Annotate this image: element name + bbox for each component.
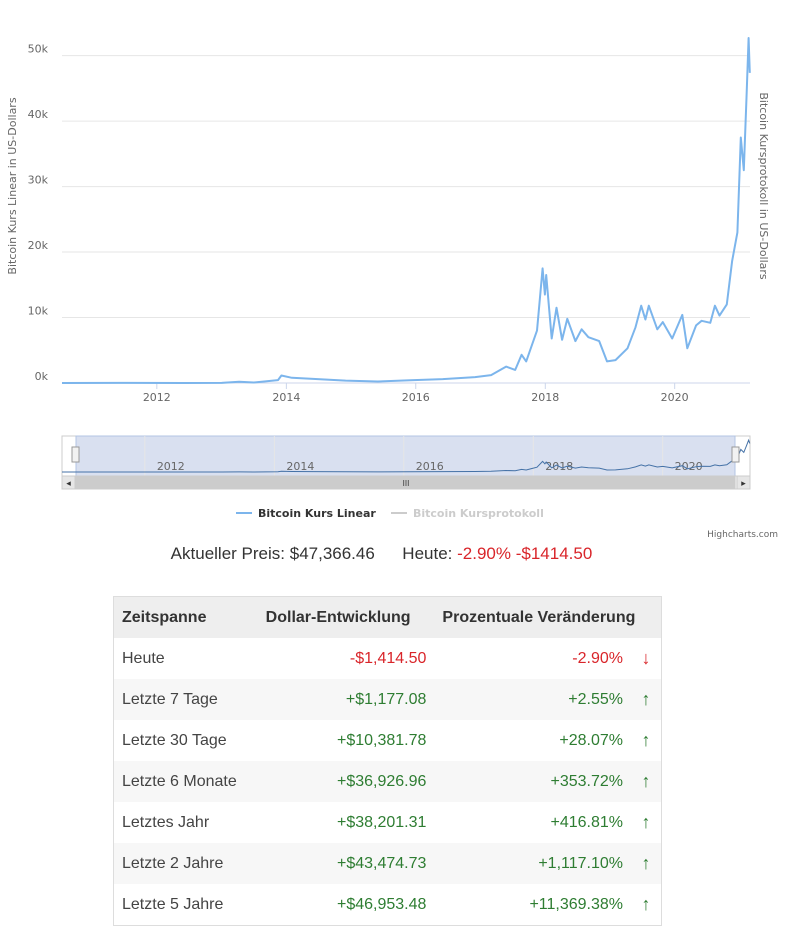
y-axis-label-left: Bitcoin Kurs Linear in US-Dollars	[6, 97, 19, 274]
table-row: Letzte 6 Monate +$36,926.96 +353.72% ↑	[113, 761, 662, 802]
navigator-gridlines	[144, 436, 664, 476]
x-tick-label: 2014	[272, 391, 300, 404]
y-tick-label: 10k	[28, 305, 49, 318]
x-tick-label: 2012	[143, 391, 171, 404]
y-tick-label: 50k	[28, 43, 49, 56]
header-zeitspanne: Zeitspanne	[113, 596, 258, 638]
row-dollar: -$1,414.50	[257, 638, 435, 679]
legend-label-linear: Bitcoin Kurs Linear	[258, 507, 376, 520]
y-tick-label: 40k	[28, 108, 49, 121]
bitcoin-price-chart: 0k 10k 20k 30k 40k 50k 2012 2014 2016 2018 2020 B…	[6, 37, 778, 540]
row-dollar: +$1,177.08	[257, 679, 435, 720]
row-period: Letzte 7 Tage	[113, 679, 258, 720]
row-dollar: +$36,926.96	[257, 761, 435, 802]
row-percent: +353.72%	[434, 761, 631, 802]
x-axis-ticks: 2012 2014 2016 2018 2020	[143, 383, 689, 404]
table-row: Letzte 7 Tage +$1,177.08 +2.55% ↑	[113, 679, 662, 720]
row-dollar: +$46,953.48	[257, 884, 435, 926]
series-line-bitcoin-kurs-linear[interactable]	[61, 37, 751, 384]
today-percent: -2.90%	[457, 544, 511, 563]
navigator-x-tick-label: 2020	[675, 460, 703, 473]
arrow-up-icon: ↑	[631, 843, 662, 884]
highcharts-credit[interactable]: Highcharts.com	[707, 530, 778, 540]
navigator[interactable]: 2012 2014 2016 2018 2020	[61, 435, 751, 477]
scrollbar[interactable]: ◂ ▸ III	[61, 475, 751, 490]
row-dollar: +$10,381.78	[257, 720, 435, 761]
navigator-outline	[61, 435, 751, 477]
y-axis-label-right: Bitcoin Kursprotokoll in US-Dollars	[757, 92, 770, 280]
arrow-up-icon: ↑	[631, 679, 662, 720]
navigator-series-line	[62, 438, 751, 473]
arrow-up-icon: ↑	[631, 802, 662, 843]
y-tick-label: 0k	[35, 370, 49, 383]
table-row: Letzte 2 Jahre +$43,474.73 +1,117.10% ↑	[113, 843, 662, 884]
row-period: Letzte 30 Tage	[113, 720, 258, 761]
table-row: Heute -$1,414.50 -2.90% ↓	[113, 638, 662, 679]
legend-item-bitcoin-kurs-linear[interactable]: Bitcoin Kurs Linear	[236, 507, 376, 520]
current-price-label: Aktueller Preis:	[170, 544, 285, 563]
scrollbar-left-button[interactable]	[61, 475, 76, 490]
scrollbar-left-arrow-icon: ◂	[66, 478, 71, 488]
arrow-down-icon: ↓	[631, 638, 662, 679]
table-row: Letzte 5 Jahre +$46,953.48 +11,369.38% ↑	[113, 884, 662, 926]
arrow-up-icon: ↑	[631, 720, 662, 761]
x-tick-label: 2016	[402, 391, 430, 404]
chart-gridlines	[62, 55, 750, 319]
arrow-up-icon: ↑	[631, 761, 662, 802]
x-tick-label: 2020	[661, 391, 689, 404]
legend-label-log: Bitcoin Kursprotokoll	[413, 507, 544, 520]
row-period: Letzte 5 Jahre	[113, 884, 258, 926]
current-price-summary: Aktueller Preis: $47,366.46 Heute: -2.90…	[0, 544, 763, 564]
x-tick-label: 2018	[531, 391, 559, 404]
table-header-row: Zeitspanne Dollar-Entwicklung Prozentual…	[113, 596, 662, 638]
legend-item-bitcoin-kursprotokoll[interactable]: Bitcoin Kursprotokoll	[391, 507, 544, 520]
scrollbar-right-button[interactable]	[736, 475, 751, 490]
row-period: Letztes Jahr	[113, 802, 258, 843]
header-prozentuale-veraenderung: Prozentuale Veränderung	[434, 596, 662, 638]
row-dollar: +$43,474.73	[257, 843, 435, 884]
row-percent: +28.07%	[434, 720, 631, 761]
current-price-value: $47,366.46	[289, 544, 375, 563]
performance-table: Zeitspanne Dollar-Entwicklung Prozentual…	[113, 596, 662, 926]
navigator-left-handle[interactable]	[71, 446, 80, 463]
y-tick-label: 20k	[28, 239, 49, 252]
today-label: Heute:	[402, 544, 453, 563]
today-dollar: -$1414.50	[515, 544, 593, 563]
table-row: Letzte 30 Tage +$10,381.78 +28.07% ↑	[113, 720, 662, 761]
row-period: Letzte 6 Monate	[113, 761, 258, 802]
navigator-right-handle[interactable]	[731, 446, 740, 463]
legend: Bitcoin Kurs Linear Bitcoin Kursprotokol…	[236, 507, 544, 520]
row-percent: -2.90%	[434, 638, 631, 679]
scrollbar-right-arrow-icon: ▸	[741, 478, 746, 488]
row-dollar: +$38,201.31	[257, 802, 435, 843]
row-percent: +11,369.38%	[434, 884, 631, 926]
table-row: Letztes Jahr +$38,201.31 +416.81% ↑	[113, 802, 662, 843]
row-percent: +416.81%	[434, 802, 631, 843]
row-percent: +2.55%	[434, 679, 631, 720]
y-axis-ticks: 0k 10k 20k 30k 40k 50k	[28, 43, 49, 383]
row-period: Letzte 2 Jahre	[113, 843, 258, 884]
scrollbar-grip-icon: III	[403, 479, 410, 488]
y-tick-label: 30k	[28, 174, 49, 187]
navigator-x-tick-label: 2014	[286, 460, 314, 473]
navigator-x-tick-label: 2012	[157, 460, 185, 473]
scrollbar-thumb[interactable]	[75, 475, 736, 490]
row-percent: +1,117.10%	[434, 843, 631, 884]
navigator-x-ticks: 2012 2014 2016 2018 2020	[157, 460, 703, 473]
navigator-x-tick-label: 2016	[416, 460, 444, 473]
arrow-up-icon: ↑	[631, 884, 662, 926]
header-dollar-entwicklung: Dollar-Entwicklung	[257, 596, 435, 638]
row-period: Heute	[113, 638, 258, 679]
